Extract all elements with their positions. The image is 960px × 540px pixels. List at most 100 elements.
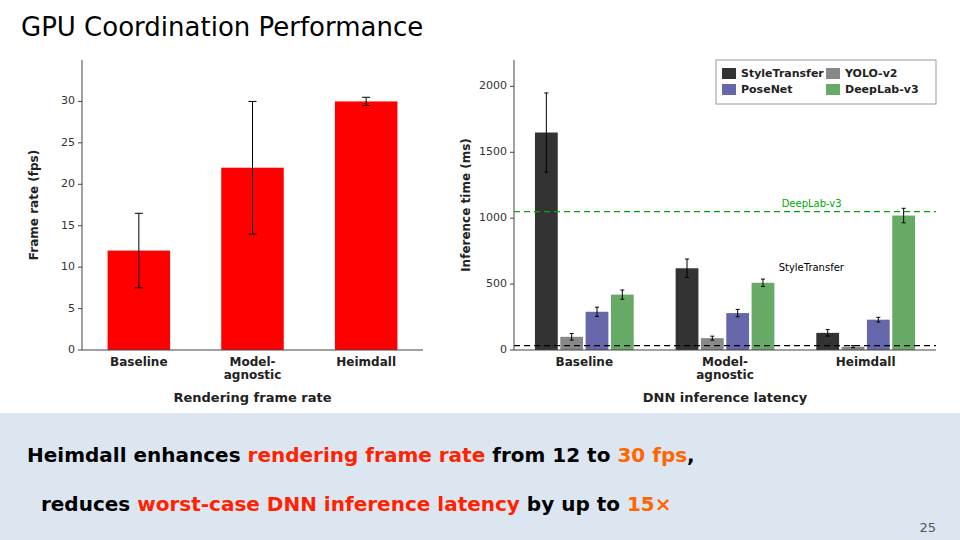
legend-label: DeepLab-v3 bbox=[845, 83, 919, 96]
y-tick bbox=[78, 225, 82, 226]
y-axis-line bbox=[82, 60, 83, 350]
y-tick bbox=[78, 267, 82, 268]
x-tick-label-line: Model- bbox=[229, 355, 275, 369]
marks bbox=[514, 93, 936, 350]
y-tick-label: 20 bbox=[61, 177, 75, 190]
error-line bbox=[138, 213, 139, 288]
error-cap bbox=[620, 290, 624, 291]
error-cap bbox=[249, 234, 257, 235]
y-tick-label: 500 bbox=[486, 277, 507, 290]
y-tick-label: 25 bbox=[61, 136, 75, 149]
error-cap bbox=[570, 340, 574, 341]
error-line bbox=[903, 208, 904, 223]
error-cap bbox=[595, 307, 599, 308]
error-cap bbox=[135, 213, 143, 214]
error-line bbox=[622, 290, 623, 299]
error-cap bbox=[595, 316, 599, 317]
y-tick-label: 2000 bbox=[479, 79, 507, 92]
x-tick-label-line: Baseline bbox=[556, 355, 613, 369]
y-tick-label: 30 bbox=[61, 94, 75, 107]
y-tick bbox=[510, 350, 514, 351]
banner bbox=[0, 413, 960, 540]
error-bar bbox=[826, 330, 830, 337]
error-cap bbox=[249, 101, 257, 102]
error-line bbox=[571, 334, 572, 341]
banner-text: 30 fps bbox=[617, 443, 687, 467]
banner-line: Heimdall enhances rendering frame rate f… bbox=[27, 443, 695, 467]
error-line bbox=[712, 336, 713, 340]
figure: GPU Coordination PerformanceHeimdall enh… bbox=[0, 0, 960, 540]
bar bbox=[752, 283, 775, 350]
banner-text: from 12 to bbox=[485, 443, 617, 467]
banner-text: worst-case DNN inference latency bbox=[137, 492, 520, 516]
x-tick-label: Model-agnostic bbox=[696, 355, 754, 382]
error-bar bbox=[595, 307, 599, 316]
error-cap bbox=[620, 299, 624, 300]
y-tick-label: 0 bbox=[68, 343, 75, 356]
banner-line: reduces worst-case DNN inference latency… bbox=[27, 492, 672, 516]
y-tick-label: 0 bbox=[500, 343, 507, 356]
bar bbox=[335, 101, 398, 350]
y-tick-label: 15 bbox=[61, 219, 75, 232]
legend-frame bbox=[716, 60, 936, 104]
y-tick-label: 10 bbox=[61, 260, 75, 273]
y-tick-label: 1500 bbox=[479, 145, 507, 158]
error-bar bbox=[362, 97, 370, 105]
annotation: StyleTransfer bbox=[779, 262, 845, 273]
error-cap bbox=[544, 92, 548, 93]
error-line bbox=[737, 309, 738, 316]
error-bar bbox=[570, 334, 574, 341]
error-cap bbox=[826, 329, 830, 330]
y-tick bbox=[78, 101, 82, 102]
x-tick-label-line: agnostic bbox=[224, 368, 282, 382]
error-bar bbox=[736, 309, 740, 316]
error-cap bbox=[876, 322, 880, 323]
bar bbox=[676, 268, 699, 350]
error-bar bbox=[620, 290, 624, 299]
bar bbox=[611, 295, 634, 350]
error-cap bbox=[851, 347, 855, 348]
y-axis-line bbox=[514, 60, 515, 350]
bar bbox=[586, 312, 609, 350]
y-tick-label: 5 bbox=[68, 302, 75, 315]
error-cap bbox=[362, 105, 370, 106]
banner-text: rendering frame rate bbox=[248, 443, 486, 467]
error-bar bbox=[685, 259, 689, 277]
banner-text: by up to bbox=[520, 492, 627, 516]
reference-label: DeepLab-v3 bbox=[782, 198, 842, 209]
error-line bbox=[546, 93, 547, 172]
banner-text: Heimdall enhances bbox=[27, 443, 248, 467]
legend-swatch bbox=[826, 68, 840, 79]
error-cap bbox=[826, 336, 830, 337]
bar bbox=[892, 216, 915, 350]
x-axis-line bbox=[82, 350, 423, 351]
error-bar bbox=[710, 336, 714, 340]
banner-text: , bbox=[687, 443, 695, 467]
y-tick bbox=[78, 308, 82, 309]
x-tick-label: Heimdall bbox=[336, 355, 396, 369]
y-tick bbox=[510, 152, 514, 153]
x-tick-label: Baseline bbox=[556, 355, 613, 369]
error-line bbox=[596, 307, 597, 316]
error-cap bbox=[544, 172, 548, 173]
x-tick-label: Heimdall bbox=[836, 355, 896, 369]
error-bar bbox=[249, 101, 257, 234]
legend-label: YOLO-v2 bbox=[844, 67, 898, 80]
error-bar bbox=[876, 317, 880, 322]
error-cap bbox=[135, 287, 143, 288]
error-cap bbox=[736, 309, 740, 310]
x-tick-label-line: Baseline bbox=[110, 355, 167, 369]
reference-line bbox=[514, 211, 936, 212]
background bbox=[0, 0, 960, 540]
legend-swatch bbox=[722, 68, 736, 79]
error-cap bbox=[761, 279, 765, 280]
page-number: 25 bbox=[919, 520, 936, 535]
bar bbox=[701, 338, 724, 350]
legend-swatch bbox=[722, 84, 736, 95]
error-line bbox=[252, 101, 253, 234]
error-line bbox=[878, 317, 879, 322]
error-cap bbox=[902, 222, 906, 223]
error-cap bbox=[761, 286, 765, 287]
x-axis-label: Rendering frame rate bbox=[173, 390, 331, 405]
banner-text: 15× bbox=[627, 492, 672, 516]
